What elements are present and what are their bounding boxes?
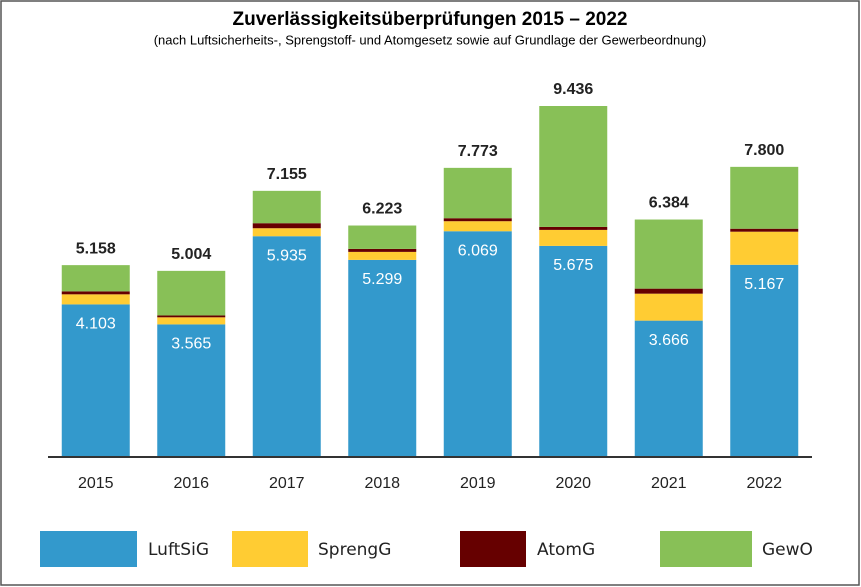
total-label: 7.155 [267, 166, 307, 183]
bar-segment [539, 229, 608, 246]
bar-segment [348, 259, 417, 457]
bar-segment [443, 231, 512, 457]
total-label: 9.436 [553, 81, 593, 98]
legend-label: SprengG [318, 540, 391, 560]
bar-segment [252, 223, 321, 229]
bar-segment [730, 228, 799, 232]
x-tick-label: 2016 [173, 475, 209, 492]
legend-label: GewO [762, 540, 813, 560]
value-label: 4.103 [76, 316, 116, 333]
total-label: 5.158 [76, 240, 116, 257]
legend-swatch [40, 531, 137, 567]
value-label: 6.069 [458, 242, 498, 259]
value-label: 5.167 [744, 276, 784, 293]
bar-segment [252, 228, 321, 237]
bar-segment [730, 231, 799, 265]
total-label: 6.223 [362, 201, 402, 218]
bar-segment [252, 236, 321, 457]
x-tick-label: 2017 [269, 475, 305, 492]
bar-segment [157, 324, 226, 457]
bar-segment [61, 291, 130, 295]
legend-swatch [660, 531, 752, 567]
total-label: 5.004 [171, 246, 211, 263]
bar-segment [157, 270, 226, 316]
x-tick-label: 2019 [460, 475, 496, 492]
x-tick-label: 2020 [555, 475, 591, 492]
x-tick-label: 2022 [746, 475, 782, 492]
bar-segment [157, 317, 226, 325]
chart-subtitle: (nach Luftsicherheits-, Sprengstoff- und… [154, 32, 707, 47]
x-tick-label: 2021 [651, 475, 687, 492]
value-label: 5.675 [553, 257, 593, 274]
bar-segment [730, 264, 799, 457]
bar-segment [730, 166, 799, 229]
bar-segment [539, 226, 608, 230]
total-label: 7.800 [744, 142, 784, 159]
bar-segment [634, 219, 703, 289]
bar-segment [539, 245, 608, 457]
bar-segment [61, 294, 130, 305]
bar-segment [634, 320, 703, 457]
bar-segment [252, 190, 321, 224]
value-label: 3.565 [171, 336, 211, 353]
bar-segment [539, 106, 608, 227]
legend-label: LuftSiG [148, 540, 209, 560]
legend-swatch [460, 531, 526, 567]
bar-segment [634, 293, 703, 321]
value-label: 5.935 [267, 247, 307, 264]
bar-segment [634, 288, 703, 294]
bar-segment [157, 315, 226, 318]
value-label: 3.666 [649, 332, 689, 349]
bar-segment [443, 218, 512, 222]
bar-segment [348, 225, 417, 249]
value-label: 5.299 [362, 271, 402, 288]
bar-segment [61, 265, 130, 292]
chart-title: Zuverlässigkeitsüberprüfungen 2015 – 202… [233, 9, 628, 30]
bar-segment [61, 304, 130, 457]
x-tick-label: 2018 [364, 475, 400, 492]
total-label: 7.773 [458, 143, 498, 160]
bar-segment [443, 221, 512, 232]
legend-swatch [232, 531, 308, 567]
legend-label: AtomG [537, 540, 595, 560]
bar-segment [348, 248, 417, 252]
x-tick-label: 2015 [78, 475, 114, 492]
bar-segment [443, 167, 512, 219]
bar-segment [348, 251, 417, 260]
total-label: 6.384 [649, 195, 689, 212]
